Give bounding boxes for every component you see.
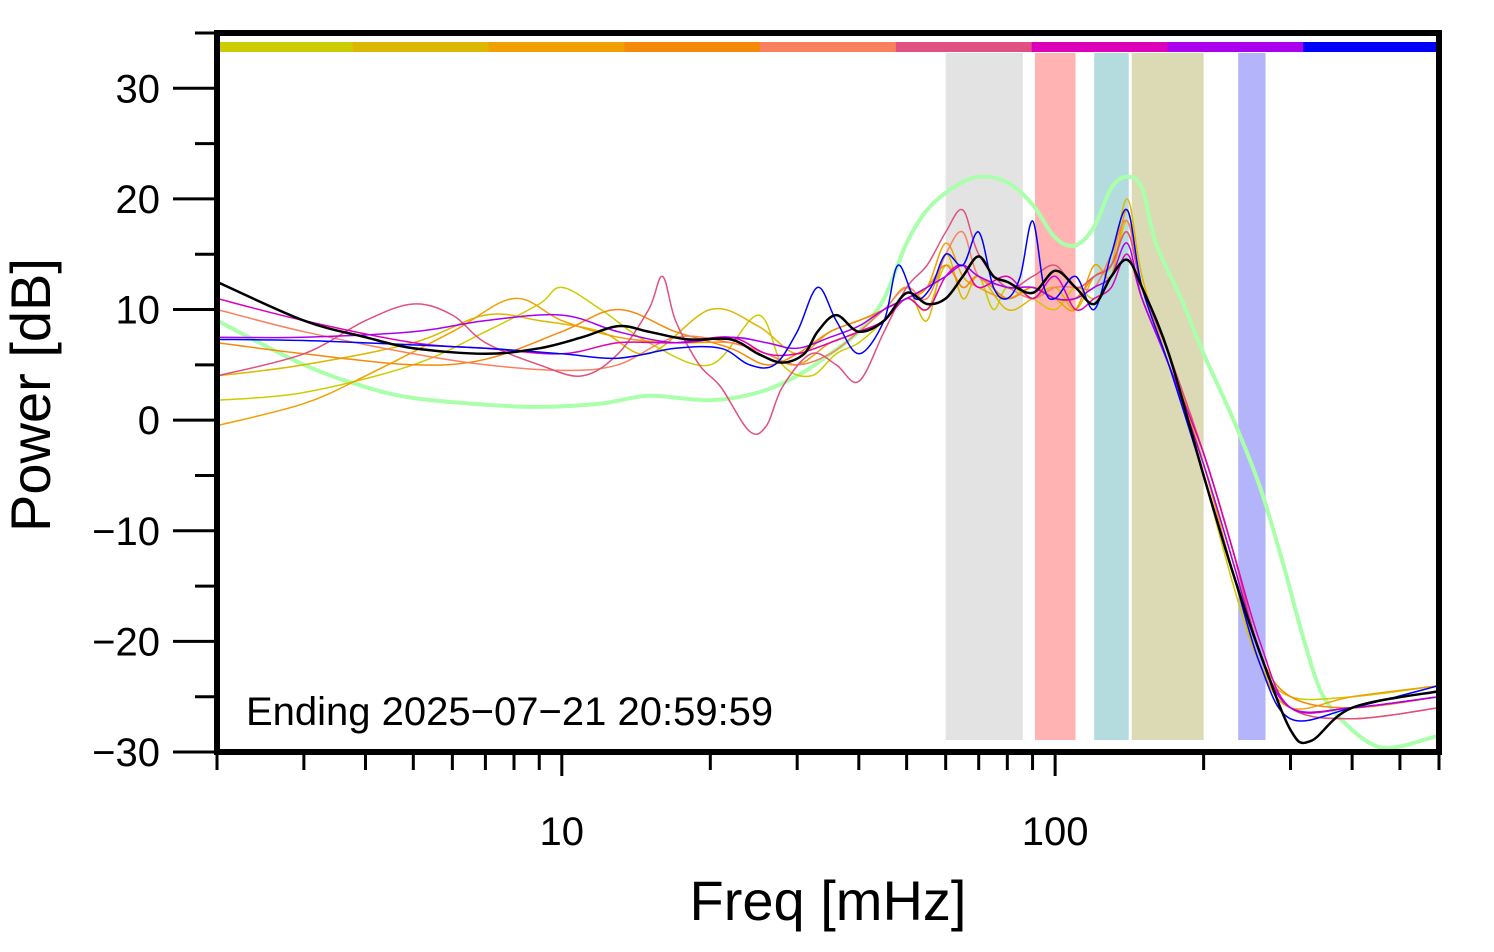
annotation-text: Ending 2025−07−21 20:59:59 <box>246 690 773 734</box>
color-bar-segment <box>1031 42 1168 52</box>
y-tick-label: 10 <box>116 289 161 333</box>
color-bar-segment <box>895 42 1033 52</box>
y-tick-label: 0 <box>138 399 160 443</box>
series-line-11 <box>217 255 1439 745</box>
band-4 <box>1131 53 1204 740</box>
plot-frame <box>214 30 1442 755</box>
y-axis-label: Power [dB] <box>0 258 62 532</box>
band-1 <box>945 53 1023 740</box>
series-line-8 <box>217 253 1439 714</box>
y-axis: 30 20 10 0 −10 −20 −30 <box>92 31 217 775</box>
band-2 <box>1034 53 1076 740</box>
x-tick-label: 100 <box>1022 810 1089 854</box>
x-axis-label: Freq [mHz] <box>690 869 967 932</box>
series-line-1 <box>217 174 1439 750</box>
y-tick-label: −30 <box>92 731 160 775</box>
y-tick-label: 30 <box>116 67 161 111</box>
color-bar-segment <box>624 42 761 52</box>
x-axis: 10 100 <box>215 752 1441 854</box>
x-tick-label: 10 <box>540 810 585 854</box>
color-bar-segment <box>217 42 354 52</box>
y-tick-label: −10 <box>92 510 160 554</box>
spectrum-lines <box>217 174 1439 750</box>
band-3 <box>1094 53 1129 740</box>
color-bar-segment <box>1167 42 1304 52</box>
color-bar-segment <box>352 42 490 52</box>
y-tick-label: 20 <box>116 178 161 222</box>
color-bar-segment <box>760 42 897 52</box>
frequency-bands <box>945 53 1266 740</box>
color-bar-segment <box>1303 42 1440 52</box>
series-line-9 <box>217 242 1439 714</box>
y-tick-label: −20 <box>92 620 160 664</box>
band-5 <box>1238 53 1266 740</box>
color-bar-segment <box>488 42 625 52</box>
series-line-10 <box>217 208 1439 722</box>
top-color-bar <box>217 42 1440 52</box>
